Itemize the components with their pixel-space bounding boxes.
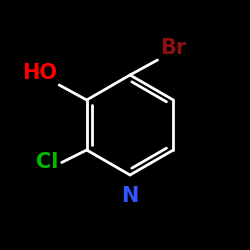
Text: Br: Br (160, 38, 186, 58)
Text: HO: HO (22, 62, 57, 82)
Text: Cl: Cl (36, 152, 58, 172)
Text: N: N (121, 186, 139, 206)
